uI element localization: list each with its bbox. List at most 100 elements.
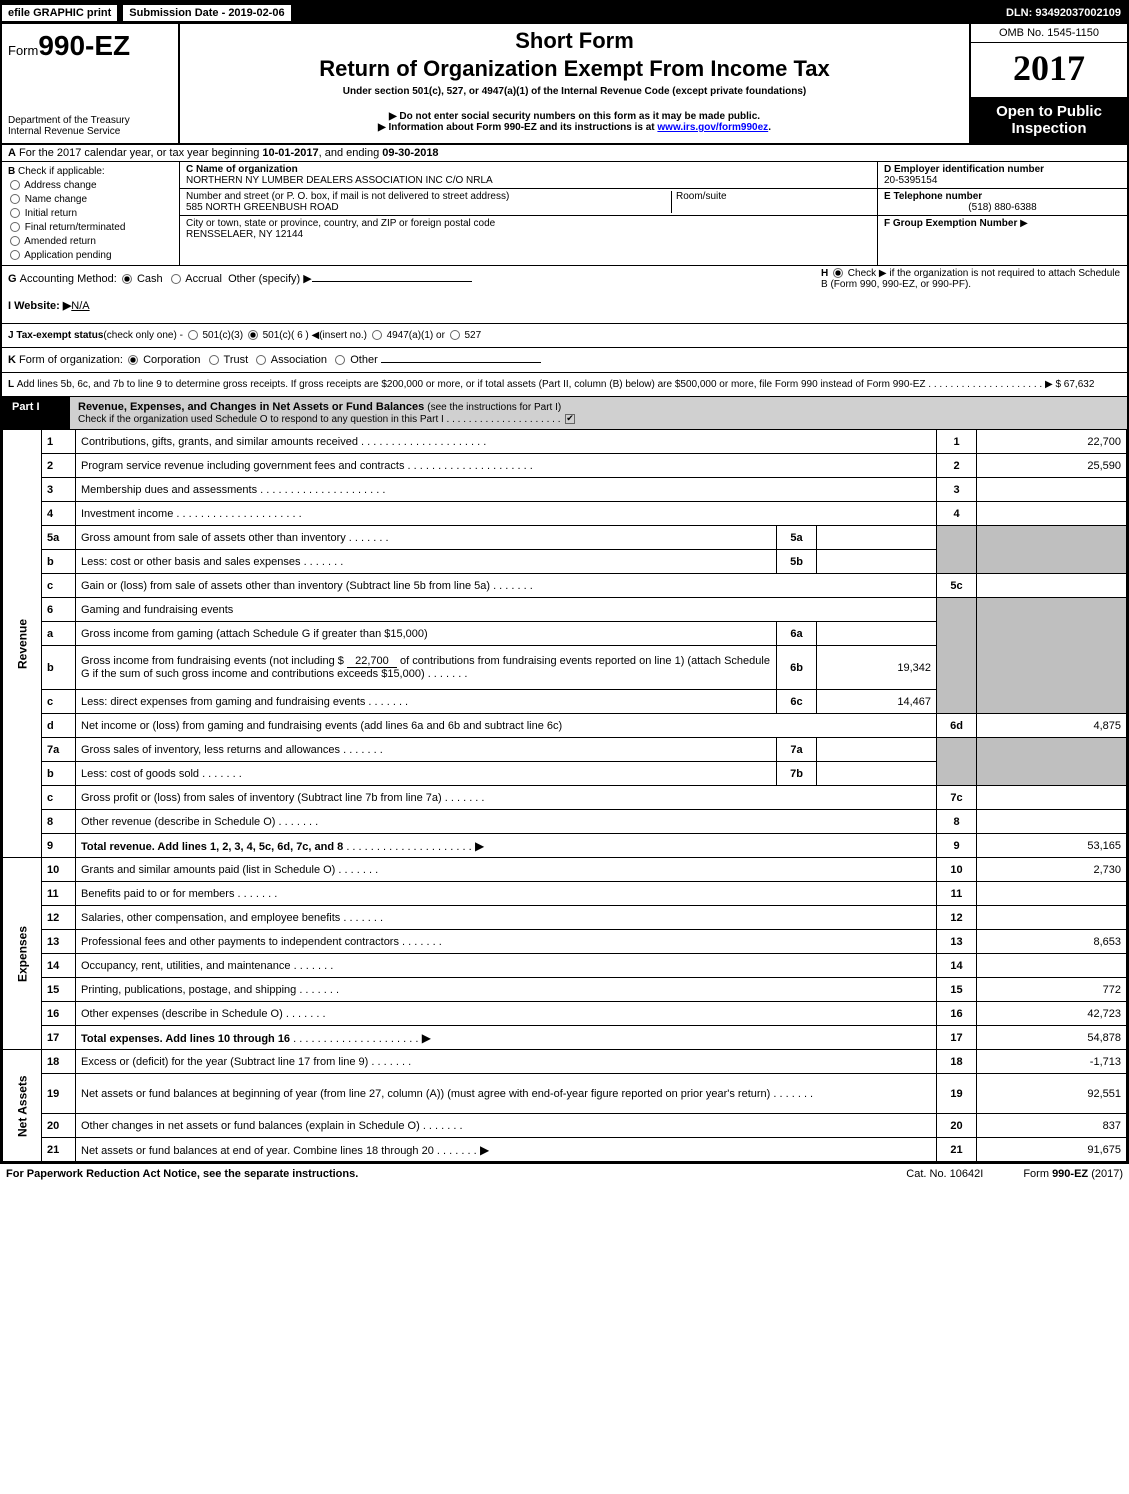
- line19-val: 92,551: [977, 1074, 1127, 1114]
- bullet-ssn: ▶ Do not enter social security numbers o…: [188, 111, 961, 122]
- open-to-public: Open to Public Inspection: [971, 97, 1127, 143]
- j-text: (check only one) -: [103, 330, 182, 341]
- dept-block: Department of the Treasury Internal Reve…: [8, 115, 172, 137]
- phone: (518) 880-6388: [884, 202, 1121, 213]
- j-501c[interactable]: [248, 330, 258, 340]
- line5b-val: [817, 550, 937, 574]
- line15-val: 772: [977, 978, 1127, 1002]
- g-other: Other (specify) ▶: [228, 273, 312, 285]
- part-i-title: Revenue, Expenses, and Changes in Net As…: [70, 397, 1127, 429]
- line9-val: 53,165: [977, 834, 1127, 858]
- h-check[interactable]: [833, 268, 843, 278]
- bullet2-post: .: [768, 122, 771, 133]
- lines-table: Revenue 1Contributions, gifts, grants, a…: [2, 429, 1127, 1162]
- form-title: Return of Organization Exempt From Incom…: [188, 56, 961, 82]
- dept-line1: Department of the Treasury: [8, 115, 172, 126]
- line20-val: 837: [977, 1114, 1127, 1138]
- line18-val: -1,713: [977, 1050, 1127, 1074]
- chk-name[interactable]: Name change: [8, 194, 173, 205]
- row-k: K Form of organization: Corporation Trus…: [2, 348, 1127, 373]
- line7c-val: [977, 786, 1127, 810]
- l-text: Add lines 5b, 6c, and 7b to line 9 to de…: [17, 379, 926, 390]
- chk-pending[interactable]: Application pending: [8, 250, 173, 261]
- g-label: Accounting Method:: [20, 273, 117, 285]
- line7a-val: [817, 738, 937, 762]
- k-trust[interactable]: [209, 355, 219, 365]
- part-i-label: Part I: [2, 397, 70, 429]
- line6a-val: [817, 622, 937, 646]
- line16-val: 42,723: [977, 1002, 1127, 1026]
- line6b-val: 19,342: [817, 646, 937, 690]
- chk-final[interactable]: Final return/terminated: [8, 222, 173, 233]
- header-bullets: ▶ Do not enter social security numbers o…: [188, 111, 961, 133]
- line17-val: 54,878: [977, 1026, 1127, 1050]
- col-b: B Check if applicable: Address change Na…: [2, 162, 180, 265]
- city: RENSSELAER, NY 12144: [186, 229, 303, 240]
- k-label: Form of organization:: [19, 354, 123, 366]
- efile-label: efile GRAPHIC print: [2, 5, 117, 21]
- g-accrual-radio[interactable]: [171, 274, 181, 284]
- street: 585 NORTH GREENBUSH ROAD: [186, 202, 339, 213]
- cat-no: Cat. No. 10642I: [906, 1168, 983, 1180]
- line12-val: [977, 906, 1127, 930]
- j-4947[interactable]: [372, 330, 382, 340]
- row-l: L Add lines 5b, 6c, and 7b to line 9 to …: [2, 373, 1127, 397]
- b-label: Check if applicable:: [18, 166, 105, 177]
- part-i-check: Check if the organization used Schedule …: [78, 414, 577, 425]
- short-form-label: Short Form: [188, 28, 961, 54]
- c-street-row: Number and street (or P. O. box, if mail…: [180, 189, 877, 216]
- a-pre: For the 2017 calendar year, or tax year …: [19, 147, 262, 159]
- form-header: Form990-EZ Department of the Treasury In…: [2, 24, 1127, 145]
- dept-line2: Internal Revenue Service: [8, 126, 172, 137]
- omb-number: OMB No. 1545-1150: [971, 24, 1127, 43]
- line5a-val: [817, 526, 937, 550]
- line1-val: 22,700: [977, 430, 1127, 454]
- f-arrow: ▶: [1020, 218, 1028, 229]
- under-section: Under section 501(c), 527, or 4947(a)(1)…: [188, 86, 961, 97]
- header-right: OMB No. 1545-1150 2017 Open to Public In…: [969, 24, 1127, 143]
- line13-val: 8,653: [977, 930, 1127, 954]
- h-text: Check ▶ if the organization is not requi…: [821, 268, 1120, 290]
- line14-val: [977, 954, 1127, 978]
- line5c-val: [977, 574, 1127, 598]
- schedule-o-check[interactable]: [565, 414, 575, 424]
- line6d-val: 4,875: [977, 714, 1127, 738]
- line7b-val: [817, 762, 937, 786]
- chk-amended[interactable]: Amended return: [8, 236, 173, 247]
- k-assoc[interactable]: [256, 355, 266, 365]
- k-other[interactable]: [335, 355, 345, 365]
- a-end: 09-30-2018: [382, 147, 438, 159]
- a-begin: 10-01-2017: [262, 147, 318, 159]
- ein: 20-5395154: [884, 175, 937, 186]
- line2-val: 25,590: [977, 454, 1127, 478]
- block-bcdef: B Check if applicable: Address change Na…: [2, 162, 1127, 266]
- city-label: City or town, state or province, country…: [186, 218, 495, 229]
- c-city-row: City or town, state or province, country…: [180, 216, 877, 242]
- part-i-header: Part I Revenue, Expenses, and Changes in…: [2, 397, 1127, 429]
- col-def: D Employer identification number20-53951…: [877, 162, 1127, 265]
- c-name-row: C Name of organization NORTHERN NY LUMBE…: [180, 162, 877, 189]
- j-501c3[interactable]: [188, 330, 198, 340]
- l-amount: ▶ $ 67,632: [1045, 379, 1094, 390]
- irs-link[interactable]: www.irs.gov/form990ez: [657, 122, 768, 133]
- side-expenses: Expenses: [3, 858, 42, 1050]
- website: N/A: [71, 300, 89, 312]
- k-corp[interactable]: [128, 355, 138, 365]
- chk-address[interactable]: Address change: [8, 180, 173, 191]
- g-cash-radio[interactable]: [122, 274, 132, 284]
- h-box: H Check ▶ if the organization is not req…: [821, 268, 1121, 290]
- top-bar: efile GRAPHIC print Submission Date - 20…: [2, 2, 1127, 24]
- row-j: J Tax-exempt status(check only one) - 50…: [2, 324, 1127, 348]
- bullet-info: ▶ Information about Form 990-EZ and its …: [188, 122, 961, 133]
- chk-initial[interactable]: Initial return: [8, 208, 173, 219]
- col-c: C Name of organization NORTHERN NY LUMBE…: [180, 162, 877, 265]
- line21-val: 91,675: [977, 1138, 1127, 1162]
- j-527[interactable]: [450, 330, 460, 340]
- header-left: Form990-EZ Department of the Treasury In…: [2, 24, 180, 143]
- d-block: D Employer identification number20-53951…: [878, 162, 1127, 189]
- side-revenue: Revenue: [3, 430, 42, 858]
- line8-val: [977, 810, 1127, 834]
- line10-val: 2,730: [977, 858, 1127, 882]
- form-number-big: 990-EZ: [38, 30, 130, 61]
- page-footer: For Paperwork Reduction Act Notice, see …: [0, 1164, 1129, 1184]
